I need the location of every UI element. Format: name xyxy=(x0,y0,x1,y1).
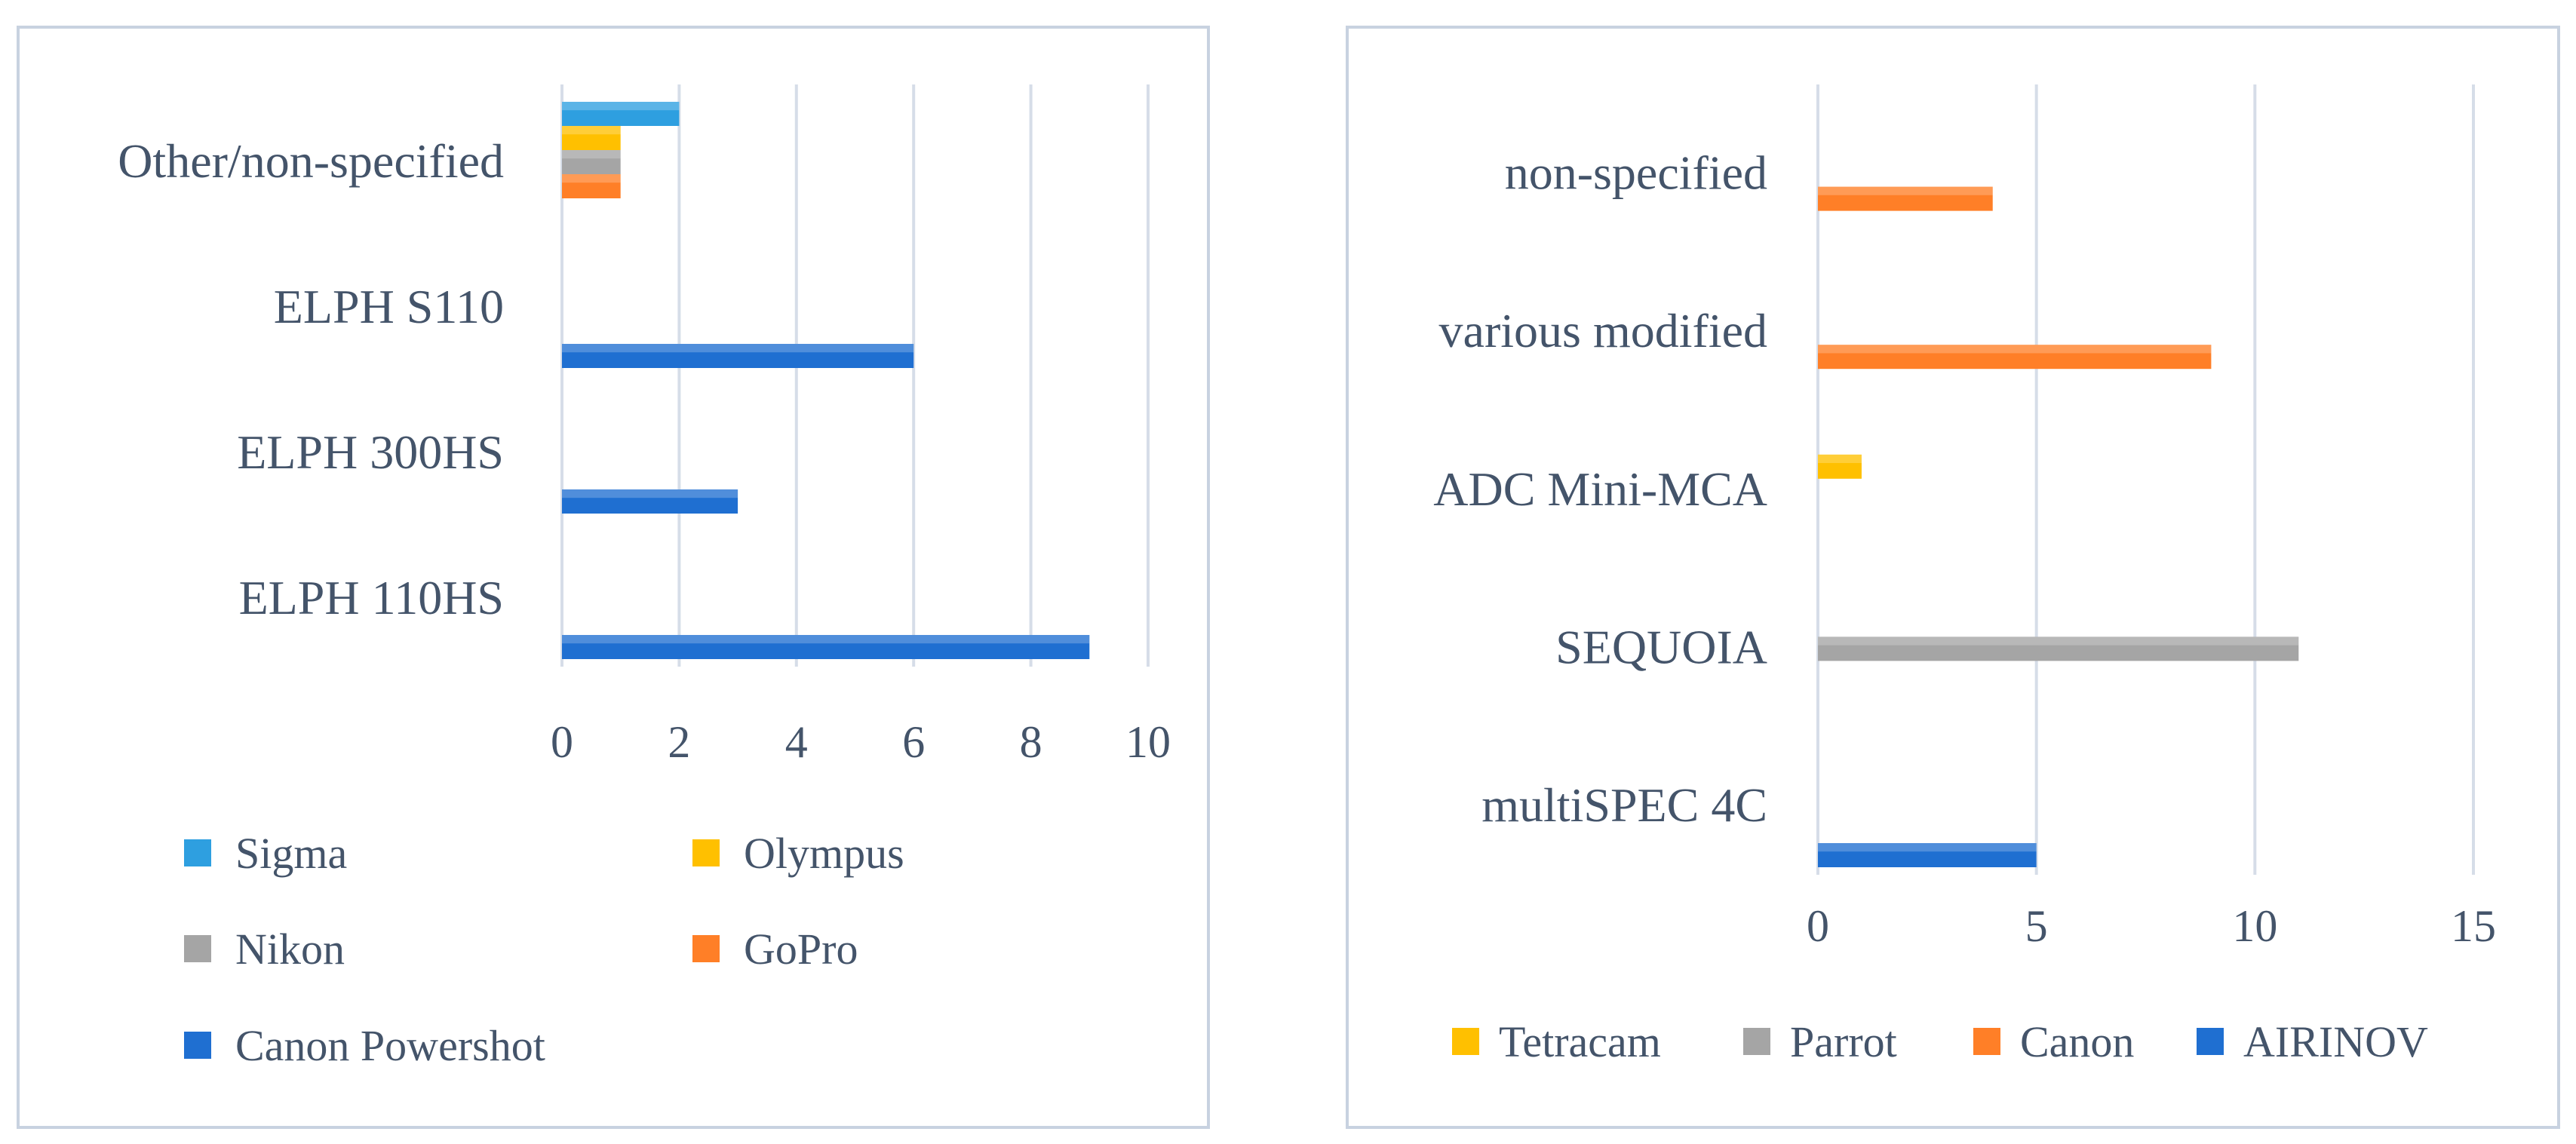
bar-canon-powershot-elph-s110 xyxy=(562,344,914,368)
category-label-other-non-specified: Other/non-specified xyxy=(118,134,504,188)
bar-highlight xyxy=(562,344,914,353)
legend-label-nikon: Nikon xyxy=(235,925,345,974)
bar-parrot-sequoia xyxy=(1818,636,2299,661)
legend-label-airinov: AIRINOV xyxy=(2243,1017,2428,1066)
bar-highlight xyxy=(562,150,621,159)
bar-highlight xyxy=(562,174,621,183)
bar-highlight xyxy=(562,635,1090,644)
bar-sigma-other-non-specified xyxy=(562,102,680,126)
legend-label-canon: Canon xyxy=(2020,1017,2134,1066)
x-tick-label: 15 xyxy=(2451,901,2496,951)
bar-highlight xyxy=(1818,186,1993,195)
category-label-elph-110hs: ELPH 110HS xyxy=(239,571,504,624)
legend-swatch-gopro xyxy=(692,935,720,962)
x-tick-label: 2 xyxy=(668,717,690,767)
x-tick-label: 0 xyxy=(551,717,573,767)
bar-gopro-other-non-specified xyxy=(562,174,621,198)
bar-airinov-multispec-4c xyxy=(1818,843,2037,867)
right-chart: 0 5 10 15 non-specified various modified ADC M… xyxy=(1433,84,2496,1066)
legend-label-canon-powershot: Canon Powershot xyxy=(235,1021,545,1070)
legend-label-tetracam: Tetracam xyxy=(1499,1017,1661,1066)
bar-highlight xyxy=(1818,345,2212,354)
category-label-adc-mini-mca: ADC Mini-MCA xyxy=(1433,462,1767,516)
legend-swatch-canon-powershot xyxy=(184,1032,211,1059)
legend-swatch-airinov xyxy=(2197,1028,2224,1055)
bar-canon-powershot-elph-300hs xyxy=(562,489,738,514)
category-label-elph-300hs: ELPH 300HS xyxy=(237,425,504,479)
bar-olympus-other-non-specified xyxy=(562,126,621,150)
legend-label-sigma: Sigma xyxy=(235,829,347,878)
legend-swatch-olympus xyxy=(692,839,720,866)
bar-highlight xyxy=(1818,636,2299,646)
bar-tetracam-adc-mini-mca xyxy=(1818,454,1862,479)
bar-canon-non-specified xyxy=(1818,186,1993,211)
left-chart-frame xyxy=(17,26,1210,1129)
bar-canon-various-modified xyxy=(1818,345,2212,370)
legend-label-parrot: Parrot xyxy=(1790,1017,1897,1066)
x-tick-label: 4 xyxy=(785,717,808,767)
legend-label-olympus: Olympus xyxy=(744,829,904,878)
legend-swatch-canon xyxy=(1973,1028,2000,1055)
x-tick-label: 0 xyxy=(1807,901,1829,951)
x-tick-label: 5 xyxy=(2025,901,2048,951)
bar-highlight xyxy=(1818,454,1862,463)
bar-canon-powershot-elph-110hs xyxy=(562,635,1090,659)
left-chart: 0 2 4 6 8 10 Other/non-specified ELPH S110 ELPH … xyxy=(118,84,1171,1070)
legend-swatch-tetracam xyxy=(1452,1028,1479,1055)
legend-label-gopro: GoPro xyxy=(744,925,858,974)
category-label-elph-s110: ELPH S110 xyxy=(274,280,504,333)
bar-highlight xyxy=(562,126,621,135)
legend-swatch-parrot xyxy=(1743,1028,1770,1055)
legend-swatch-nikon xyxy=(184,935,211,962)
category-label-various-modified: various modified xyxy=(1439,304,1767,357)
x-tick-label: 10 xyxy=(1125,717,1171,767)
x-tick-label: 8 xyxy=(1020,717,1042,767)
bar-highlight xyxy=(1818,843,2037,852)
legend-swatch-sigma xyxy=(184,839,211,866)
x-tick-label: 6 xyxy=(902,717,925,767)
category-label-sequoia: SEQUOIA xyxy=(1555,620,1767,673)
category-label-multispec-4c: multiSPEC 4C xyxy=(1481,778,1767,832)
category-label-non-specified: non-specified xyxy=(1505,146,1767,200)
bar-nikon-other-non-specified xyxy=(562,150,621,174)
bar-highlight xyxy=(562,489,738,498)
bar-highlight xyxy=(562,102,680,111)
x-tick-label: 10 xyxy=(2232,901,2277,951)
